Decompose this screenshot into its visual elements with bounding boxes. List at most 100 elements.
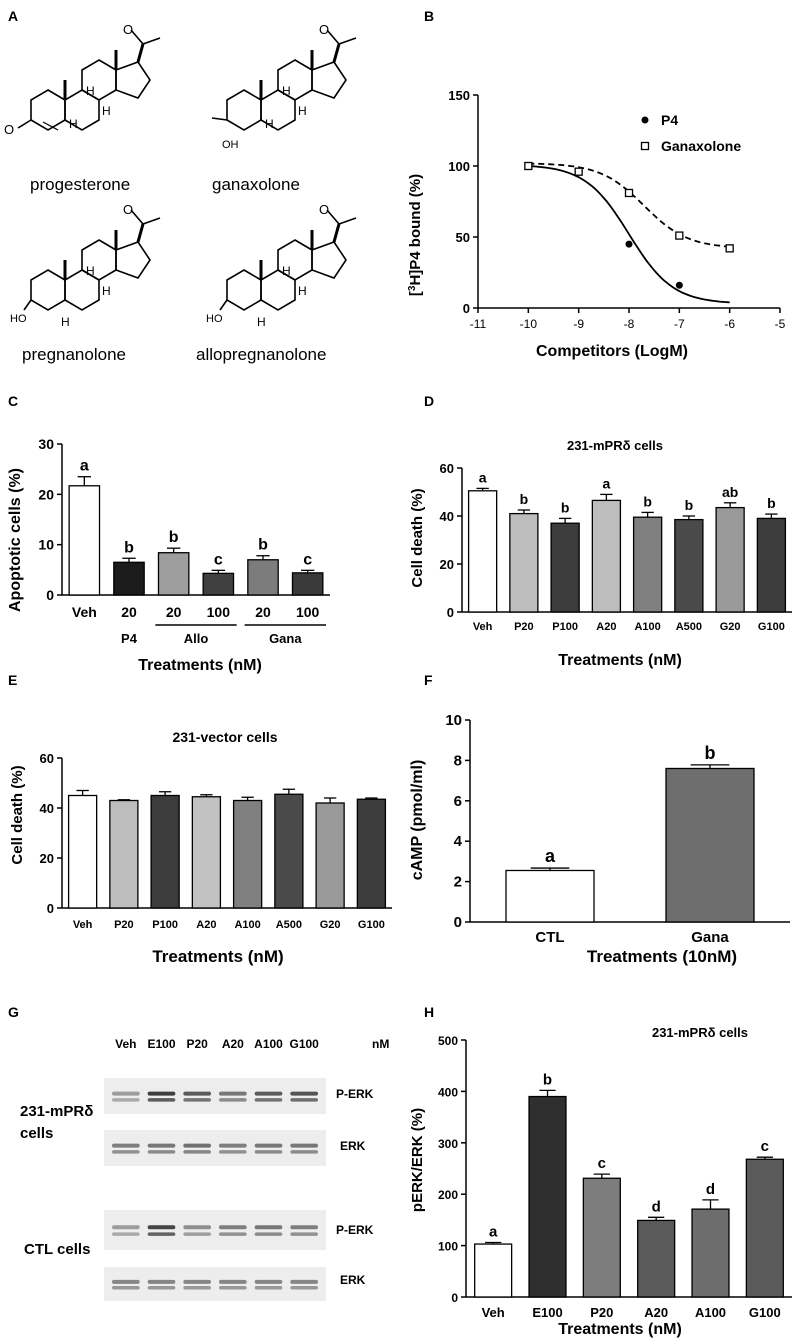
significance-letter: d xyxy=(652,1198,661,1215)
bar xyxy=(232,799,263,909)
significance-letter: b xyxy=(705,743,716,763)
fit-curve xyxy=(528,165,730,304)
category-label: G100 xyxy=(758,621,785,633)
data-point xyxy=(625,240,633,248)
y-tick-label: 0 xyxy=(451,1291,458,1305)
significance-letter: c xyxy=(761,1138,769,1155)
blot-band xyxy=(290,1232,318,1236)
y-axis-label: pERK/ERK (%) xyxy=(409,1108,426,1212)
blot-band xyxy=(254,1091,283,1096)
x-axis-label: Treatments (10nM) xyxy=(587,947,737,966)
y-tick-label: 60 xyxy=(440,461,454,476)
category-label: Gana xyxy=(691,929,729,946)
blot-band xyxy=(112,1286,140,1290)
bar xyxy=(202,572,235,596)
y-tick-label: 40 xyxy=(40,801,54,816)
bar xyxy=(67,794,98,909)
bar xyxy=(528,1095,567,1298)
x-tick-label: -8 xyxy=(624,317,635,331)
y-tick-label: 10 xyxy=(38,537,54,553)
blot-band xyxy=(112,1232,140,1236)
hydrogen-label: H xyxy=(69,117,78,131)
pregnanolone-caption: pregnanolone xyxy=(22,345,126,364)
bar xyxy=(715,506,745,613)
oxo-label: O xyxy=(319,202,329,217)
y-tick-label: 0 xyxy=(463,301,470,316)
category-label: 20 xyxy=(166,604,182,620)
blot-band xyxy=(219,1232,247,1236)
blot-band xyxy=(290,1286,318,1290)
bar xyxy=(247,559,279,596)
category-label: 100 xyxy=(296,604,320,620)
hydrogen-label: H xyxy=(86,84,95,98)
blot-band xyxy=(219,1150,247,1154)
y-tick-label: 50 xyxy=(456,230,470,245)
hydrogen-label: H xyxy=(61,315,70,329)
blot-band xyxy=(254,1232,283,1236)
blot-band xyxy=(112,1098,140,1102)
bar xyxy=(756,517,787,613)
significance-letter: a xyxy=(80,458,89,475)
blot-band xyxy=(290,1150,318,1154)
oxo-label: O xyxy=(319,22,329,37)
unit-label: nM xyxy=(372,1037,389,1051)
blot-band xyxy=(112,1279,140,1284)
y-tick-label: 100 xyxy=(448,159,470,174)
blot-band xyxy=(147,1279,176,1284)
blot-strip xyxy=(104,1210,326,1250)
x-axis-label: Treatments (nM) xyxy=(138,657,262,674)
bar xyxy=(150,794,180,909)
blot-band xyxy=(183,1279,211,1284)
y-tick-label: 20 xyxy=(38,486,54,502)
fit-curve xyxy=(528,162,730,248)
blot-band xyxy=(290,1279,318,1284)
blot-band xyxy=(147,1150,176,1154)
blot-strip xyxy=(104,1267,326,1301)
bar xyxy=(509,512,539,613)
row-group-label: CTL cells xyxy=(24,1241,90,1258)
category-label: G20 xyxy=(320,919,341,931)
data-point xyxy=(524,161,533,171)
bar xyxy=(591,499,622,613)
category-label: E100 xyxy=(532,1305,562,1320)
category-label: A20 xyxy=(596,621,616,633)
panel-letter-e: E xyxy=(8,672,18,688)
x-tick-label: -10 xyxy=(520,317,538,331)
significance-letter: b xyxy=(543,1071,552,1088)
bar xyxy=(291,572,324,596)
x-axis-label: Treatments (nM) xyxy=(558,652,682,669)
category-label: A500 xyxy=(676,621,702,633)
bar xyxy=(474,1243,513,1298)
blot-band xyxy=(112,1091,140,1096)
hydrogen-label: H xyxy=(265,117,274,131)
category-label: Veh xyxy=(482,1305,505,1320)
y-tick-label: 40 xyxy=(440,509,454,524)
blot-band xyxy=(183,1143,211,1148)
ho-label: HO xyxy=(10,313,27,325)
allopregnanolone-structure: HO O H H H xyxy=(206,202,358,329)
bar xyxy=(467,490,498,613)
pregnanolone-structure: HO O H H H xyxy=(10,202,162,329)
blot-band xyxy=(112,1143,140,1148)
legend-marker xyxy=(640,141,650,151)
category-label: G100 xyxy=(749,1305,781,1320)
hydrogen-label: H xyxy=(282,264,291,278)
hydrogen-label: H xyxy=(86,264,95,278)
group-label: Allo xyxy=(184,631,209,646)
binding-curve-chart: [3H]P4 bound (%) Competitors (LogM) 0 50 1… xyxy=(407,88,786,360)
bar xyxy=(157,552,190,596)
y-tick-label: 60 xyxy=(40,751,54,766)
significance-letter: d xyxy=(706,1181,715,1198)
y-tick-label: 150 xyxy=(448,88,470,103)
band-label: ERK xyxy=(340,1273,366,1287)
blot-band xyxy=(147,1143,176,1148)
blot-band xyxy=(290,1225,318,1230)
blot-strip xyxy=(104,1078,326,1114)
significance-letter: b xyxy=(520,491,529,507)
lane-label: A20 xyxy=(222,1037,244,1051)
hydrogen-label: H xyxy=(282,84,291,98)
y-axis-label: cAMP (pmol/ml) xyxy=(409,760,426,881)
progesterone-caption: progesterone xyxy=(30,175,130,194)
blot-band xyxy=(112,1150,140,1154)
panel-letter-f: F xyxy=(424,672,433,688)
